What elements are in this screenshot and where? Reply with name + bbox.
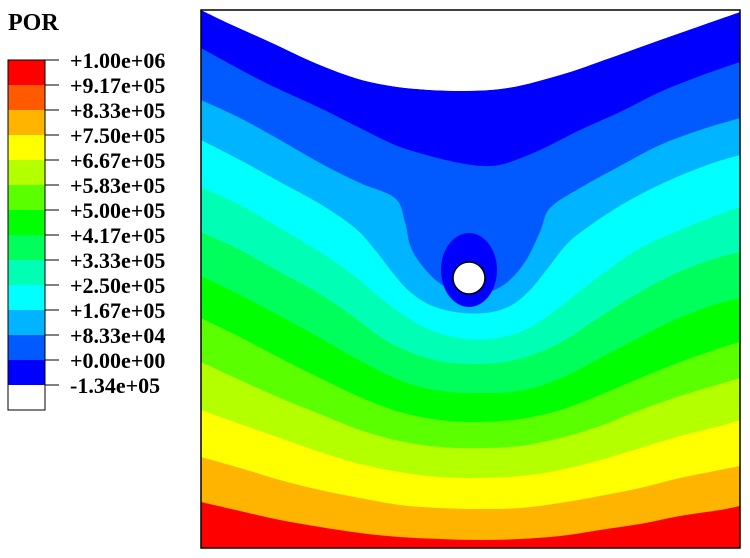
legend-label: +7.50e+05 <box>70 123 165 148</box>
legend-label: +3.33e+05 <box>70 248 165 273</box>
legend-swatch <box>8 60 45 85</box>
legend-swatch <box>8 160 45 185</box>
legend-swatch <box>8 185 45 210</box>
legend-swatch <box>8 235 45 260</box>
tunnel-hole <box>452 261 486 295</box>
contour-band <box>201 10 740 91</box>
legend-swatch <box>8 310 45 335</box>
legend-label: +1.67e+05 <box>70 298 165 323</box>
legend-swatch <box>8 85 45 110</box>
legend-swatch <box>8 260 45 285</box>
legend-label: +4.17e+05 <box>70 223 165 248</box>
contour-bands <box>201 10 740 548</box>
legend-label: +0.00e+00 <box>70 348 165 373</box>
legend-label: +8.33e+04 <box>70 323 165 348</box>
legend-swatch <box>8 360 45 385</box>
legend-frame <box>7 59 46 411</box>
legend-label: +8.33e+05 <box>70 98 165 123</box>
legend-label: -1.34e+05 <box>70 373 160 398</box>
legend-swatch <box>8 135 45 160</box>
legend-label: +5.00e+05 <box>70 198 165 223</box>
legend-label: +5.83e+05 <box>70 173 165 198</box>
legend-label: +9.17e+05 <box>70 73 165 98</box>
legend-label: +2.50e+05 <box>70 273 165 298</box>
legend-swatch <box>8 385 45 410</box>
domain-outline <box>200 9 741 549</box>
legend-label: +6.67e+05 <box>70 148 165 173</box>
legend-title: POR <box>8 10 59 36</box>
legend-label: +1.00e+06 <box>70 48 165 73</box>
legend-swatch <box>8 335 45 360</box>
legend-swatch <box>8 210 45 235</box>
legend-swatch <box>8 110 45 135</box>
legend-swatch <box>8 285 45 310</box>
